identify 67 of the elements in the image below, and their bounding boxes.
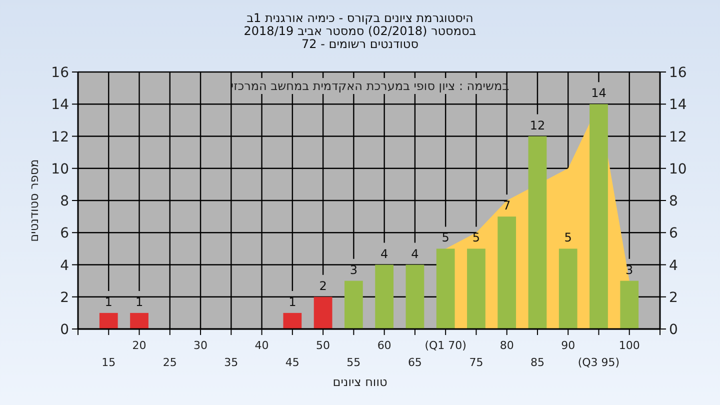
y2-tick-label: 14 <box>669 97 687 114</box>
bar <box>344 280 363 329</box>
y-tick-label: 10 <box>51 161 69 178</box>
x-tick-label: 50 <box>316 339 330 352</box>
bar <box>130 312 148 329</box>
data-label: 4 <box>380 246 388 261</box>
bar <box>528 136 547 329</box>
y-axis-title: מספר סטודנטים <box>27 159 41 242</box>
x-tick-label: 80 <box>500 339 514 352</box>
x-tick-label: (Q3 95) <box>578 356 620 369</box>
bar <box>590 104 608 329</box>
data-label: 5 <box>472 230 480 245</box>
data-label: 5 <box>442 230 450 245</box>
data-label: 4 <box>411 246 419 261</box>
y2-tick-label: 0 <box>669 322 678 338</box>
data-label: 1 <box>104 294 112 309</box>
bar <box>467 248 486 329</box>
x-tick-label: 85 <box>530 356 544 369</box>
y-tick-label: 14 <box>51 97 70 114</box>
bar <box>620 280 639 329</box>
bar <box>406 264 424 329</box>
x-tick-label: 65 <box>408 356 422 369</box>
x-tick-label: 20 <box>132 339 146 352</box>
x-tick-label: 60 <box>377 339 392 352</box>
bar <box>283 312 302 329</box>
bar <box>314 296 332 329</box>
chart-title: היסטוגרמת ציונים בקורס - כימיה אורגנית 1ב <box>246 11 474 25</box>
x-tick-label: 30 <box>194 339 208 352</box>
x-tick-label: 45 <box>285 356 300 369</box>
y-tick-label: 4 <box>60 258 70 274</box>
data-label: 14 <box>591 86 606 100</box>
x-tick-label: 25 <box>162 356 177 369</box>
y2-tick-label: 4 <box>669 258 678 274</box>
y2-tick-label: 10 <box>669 161 687 178</box>
chart-subtitle: בסמסטר (02/2018) סמסטר אביב 2018/19 סטודנטים רשומים - 72 <box>244 24 476 51</box>
y-tick-label: 16 <box>51 65 70 81</box>
x-tick-label: 90 <box>561 339 576 352</box>
data-label: 3 <box>350 262 358 277</box>
x-tick-label: 40 <box>254 339 269 352</box>
bar <box>558 248 578 329</box>
y2-tick-label: 2 <box>669 290 678 306</box>
bar <box>375 264 394 329</box>
data-label: 12 <box>530 118 546 132</box>
y-tick-label: 8 <box>60 194 69 210</box>
y2-tick-label: 6 <box>669 226 678 242</box>
data-label: 1 <box>135 294 144 309</box>
y-tick-label: 0 <box>60 322 69 338</box>
y2-tick-label: 16 <box>669 65 687 81</box>
data-label: 1 <box>288 294 296 309</box>
bar <box>436 248 455 329</box>
y-tick-label: 6 <box>60 226 70 242</box>
x-tick-label: (Q1 70) <box>424 339 466 352</box>
y-tick-label: 12 <box>51 129 69 146</box>
bar <box>498 216 516 329</box>
data-label: 7 <box>503 198 511 213</box>
x-tick-label: 35 <box>224 356 238 369</box>
x-tick-label: 100 <box>618 339 640 352</box>
y2-tick-label: 12 <box>669 129 687 146</box>
x-axis-title: טווח ציונים <box>332 375 388 389</box>
data-label: 5 <box>564 230 572 245</box>
y-tick-label: 2 <box>60 290 69 306</box>
x-tick-label: 15 <box>102 356 116 369</box>
x-tick-label: 55 <box>346 356 361 369</box>
y2-tick-label: 8 <box>669 194 678 210</box>
data-label: 2 <box>319 278 327 293</box>
bar <box>99 312 118 329</box>
x-tick-label: 75 <box>469 356 484 369</box>
